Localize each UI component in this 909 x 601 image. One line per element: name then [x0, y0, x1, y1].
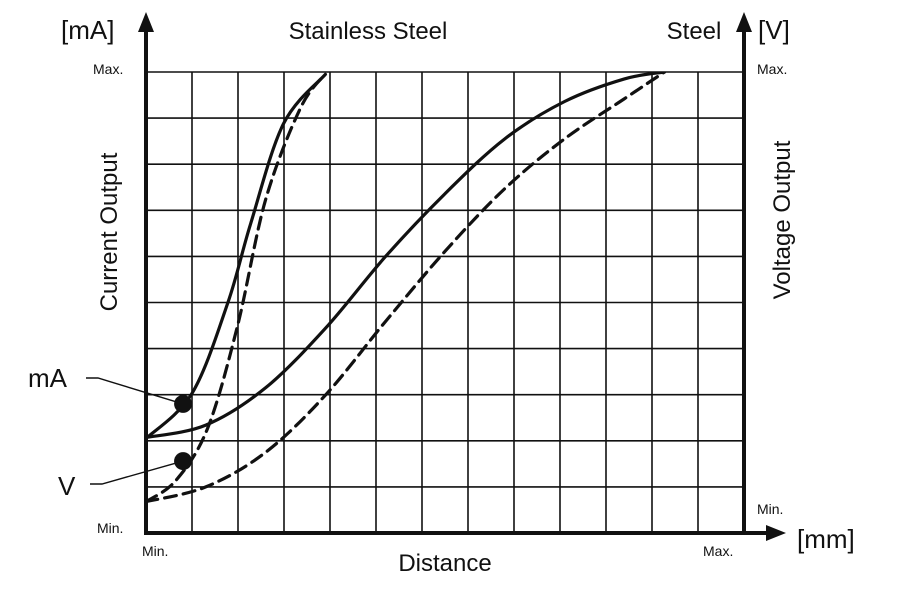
x-min-label: Min. [142, 543, 168, 559]
series-title-stainless-steel: Stainless Steel [289, 18, 448, 45]
series-line-stainless-steel-ma [146, 72, 327, 441]
marker-dot-v [174, 452, 193, 471]
series-title-steel: Steel [667, 18, 722, 45]
left-axis-arrow [138, 12, 154, 32]
x-axis-arrow [766, 525, 786, 541]
callout-line-v [90, 460, 184, 485]
marker-dot-ma [174, 394, 193, 413]
right-unit-label: [V] [758, 15, 790, 45]
series-line-steel-v [146, 72, 667, 504]
marker-label-ma: mA [28, 363, 68, 393]
chart-markers: mA V [28, 363, 193, 501]
x-axis-title: Distance [398, 550, 491, 577]
right-axis-arrow [736, 12, 752, 32]
y-axis-title-left: Current Output [96, 152, 123, 311]
callout-line-ma [86, 377, 184, 405]
y-axis-title-right: Voltage Output [769, 140, 796, 299]
y-left-max-label: Max. [93, 61, 123, 77]
y-left-min-label: Min. [97, 520, 123, 536]
y-right-min-label: Min. [757, 501, 783, 517]
marker-label-v: V [58, 471, 76, 501]
series-line-stainless-steel-v [146, 72, 327, 504]
chart-series [146, 72, 667, 504]
y-right-max-label: Max. [757, 61, 787, 77]
chart-grid [145, 71, 745, 534]
x-max-label: Max. [703, 543, 733, 559]
x-unit-label: [mm] [797, 524, 855, 554]
series-line-steel-ma [146, 72, 667, 440]
left-unit-label: [mA] [61, 15, 114, 45]
